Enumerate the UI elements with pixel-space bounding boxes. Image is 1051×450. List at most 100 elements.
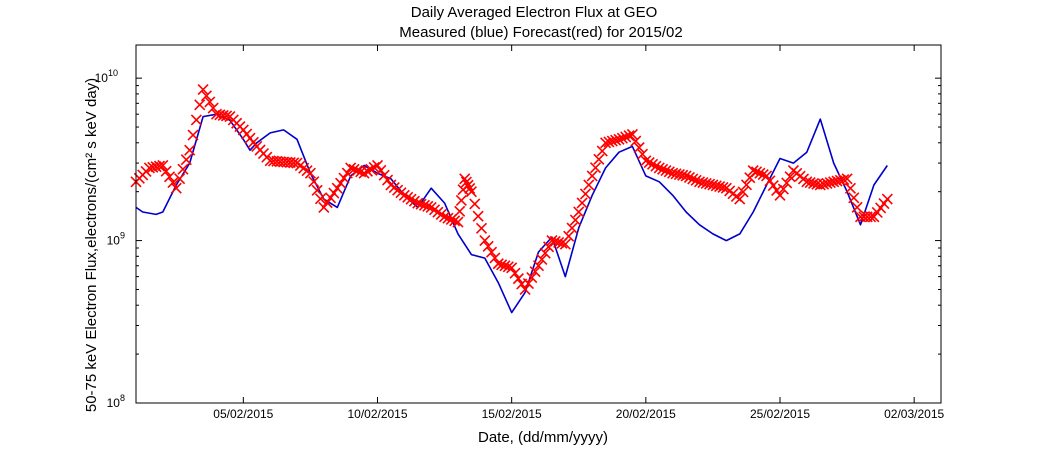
y-tick-exponent: 9 — [120, 231, 125, 241]
forecast-marker — [542, 241, 555, 253]
forecast-marker — [499, 260, 511, 272]
forecast-marker — [690, 174, 702, 186]
forecast-marker — [375, 164, 387, 176]
forecast-point — [465, 186, 477, 198]
forecast-marker — [405, 193, 417, 205]
x-tick-label: 25/02/2015 — [750, 407, 810, 421]
forecast-marker — [460, 176, 472, 188]
forecast-marker — [220, 110, 233, 122]
forecast-marker — [341, 167, 353, 179]
forecast-marker — [512, 273, 524, 285]
forecast-point — [479, 235, 491, 247]
y-tick-label: 1010 — [95, 68, 118, 85]
forecast-marker — [351, 164, 363, 177]
chart-subtitle: Measured (blue) Forecast(red) for 2015/0… — [399, 24, 682, 41]
forecast-point — [345, 162, 357, 174]
forecast-marker — [496, 259, 508, 271]
forecast-marker — [475, 222, 488, 234]
forecast-point — [331, 182, 343, 194]
forecast-marker — [606, 135, 618, 147]
forecast-point — [210, 108, 223, 120]
x-tick-label: 20/02/2015 — [616, 407, 676, 421]
forecast-marker — [415, 198, 427, 210]
forecast-point — [734, 193, 746, 205]
forecast-marker — [311, 184, 323, 196]
forecast-point — [586, 170, 598, 182]
forecast-marker — [482, 240, 494, 252]
y-tick-base: 10 — [95, 71, 109, 85]
forecast-marker — [710, 180, 722, 192]
forecast-marker — [593, 153, 605, 165]
forecast-marker — [485, 246, 498, 258]
forecast-marker — [610, 134, 622, 146]
forecast-point — [304, 167, 316, 179]
forecast-marker — [469, 198, 481, 210]
forecast-marker — [589, 162, 602, 174]
forecast-marker — [163, 171, 176, 183]
forecast-marker — [368, 161, 380, 173]
forecast-point — [653, 162, 665, 174]
chart-title: Daily Averaged Electron Flux at GEO — [411, 4, 658, 21]
plot-frame — [135, 44, 942, 404]
forecast-point — [439, 211, 451, 223]
forecast-marker — [740, 179, 753, 191]
forecast-marker — [781, 177, 793, 189]
forecast-marker — [824, 177, 836, 189]
forecast-marker — [328, 187, 340, 199]
x-tick-label: 10/02/2015 — [347, 407, 407, 421]
forecast-marker — [703, 178, 716, 190]
forecast-marker — [750, 166, 763, 178]
forecast-marker — [660, 164, 672, 177]
forecast-marker — [553, 236, 565, 248]
forecast-marker — [190, 114, 202, 126]
forecast-marker — [314, 193, 327, 205]
forecast-marker — [804, 177, 816, 189]
forecast-marker — [646, 158, 659, 170]
forecast-marker — [864, 211, 877, 223]
forecast-point — [828, 176, 840, 188]
forecast-point — [640, 155, 652, 167]
forecast-marker — [683, 171, 696, 183]
forecast-point — [841, 173, 853, 185]
forecast-marker — [663, 166, 675, 178]
forecast-marker — [454, 205, 466, 217]
forecast-point — [452, 216, 464, 228]
forecast-point — [573, 206, 585, 218]
forecast-point — [318, 201, 330, 213]
forecast-point — [412, 197, 424, 209]
y-axis-label: 50-75 keV Electron Flux,electrons/(cm² s… — [83, 78, 100, 412]
forecast-marker — [697, 177, 709, 189]
forecast-marker — [187, 129, 199, 141]
forecast-marker — [522, 277, 535, 290]
forecast-point — [747, 164, 759, 177]
forecast-marker — [308, 176, 320, 188]
forecast-marker — [324, 192, 337, 204]
series-measured — [135, 113, 888, 314]
forecast-marker — [784, 171, 796, 183]
forecast-marker — [217, 109, 229, 121]
forecast-marker — [214, 109, 226, 121]
forecast-marker — [321, 197, 333, 209]
forecast-marker — [526, 272, 538, 284]
forecast-marker — [288, 157, 300, 169]
forecast-point — [506, 262, 518, 274]
forecast-marker — [737, 186, 749, 198]
forecast-marker — [700, 177, 712, 189]
forecast-marker — [153, 160, 166, 172]
forecast-marker — [620, 131, 632, 143]
forecast-marker — [673, 168, 685, 181]
forecast-marker — [687, 173, 699, 185]
forecast-marker — [194, 99, 206, 111]
forecast-marker — [147, 161, 159, 173]
y-tick-label: 109 — [107, 231, 125, 248]
forecast-point — [774, 189, 786, 201]
x-tick-label: 05/02/2015 — [213, 407, 273, 421]
forecast-point — [559, 238, 571, 250]
forecast-marker — [777, 183, 789, 195]
series-layer — [130, 84, 893, 314]
forecast-point — [667, 167, 679, 179]
forecast-marker — [549, 235, 561, 248]
forecast-marker — [204, 96, 216, 108]
forecast-point — [546, 235, 558, 247]
